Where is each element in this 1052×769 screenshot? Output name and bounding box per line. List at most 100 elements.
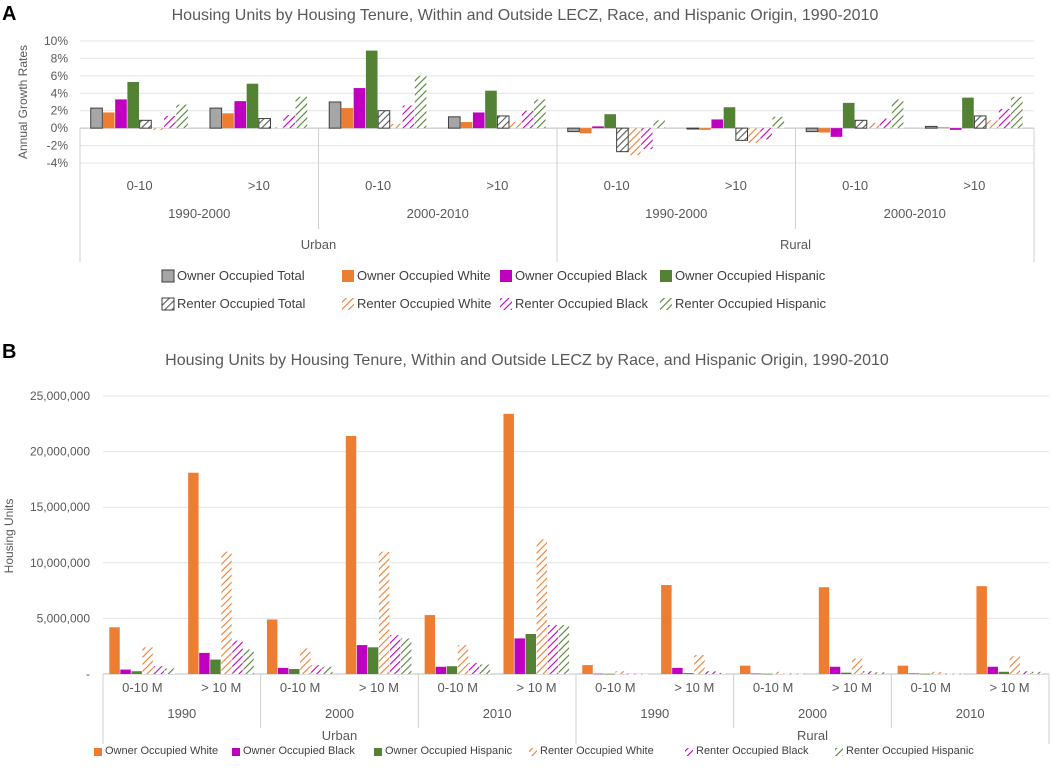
area-label: Rural <box>780 237 811 252</box>
bar-owner-occupied-white-6 <box>818 128 831 133</box>
bar-owner-occupied-white-7 <box>937 127 950 129</box>
bar-owner-occupied-white-6 <box>582 665 593 674</box>
legend-label-renter-occupied-hispanic: Renter Occupied Hispanic <box>846 745 974 757</box>
bar-renter-occupied-white-5 <box>536 539 548 674</box>
x-tick-label: >10 <box>963 178 985 193</box>
bar-owner-occupied-black-9 <box>829 666 841 674</box>
bar-owner-occupied-black-3 <box>472 112 485 129</box>
bar-owner-occupied-black-0 <box>115 99 127 129</box>
bar-renter-occupied-white-8 <box>773 671 784 674</box>
bar-owner-occupied-white-5 <box>699 128 711 130</box>
x-tick-label: 0-10 <box>604 178 630 193</box>
period-label: 1990 <box>640 706 669 721</box>
bar-owner-occupied-white-7 <box>661 585 672 674</box>
legend-label-renter-occupied-black: Renter Occupied Black <box>696 745 809 757</box>
period-label: 2010 <box>483 706 512 721</box>
bar-owner-occupied-black-4 <box>592 126 604 129</box>
bar-owner-occupied-white-1 <box>188 472 199 674</box>
bar-owner-occupied-hispanic-0 <box>131 671 142 674</box>
bar-owner-occupied-white-11 <box>976 586 987 674</box>
bar-renter-occupied-hispanic-6 <box>891 99 904 129</box>
period-label: 2010 <box>956 706 985 721</box>
bar-owner-occupied-white-9 <box>818 587 830 674</box>
x-tick-label: 0-10 M <box>280 680 320 695</box>
bar-owner-occupied-total-1 <box>209 107 223 129</box>
bar-renter-occupied-white-7 <box>986 120 999 129</box>
bar-renter-occupied-white-11 <box>1009 656 1021 674</box>
bar-renter-occupied-black-1 <box>283 115 295 129</box>
bar-owner-occupied-total-4 <box>567 127 580 133</box>
area-label: Rural <box>797 728 828 743</box>
period-label: 1990 <box>167 706 196 721</box>
y-tick-label: 20,000,000 <box>30 445 90 459</box>
legend-swatch-renter-occupied-white <box>529 748 537 756</box>
bar-renter-occupied-white-3 <box>378 551 390 674</box>
bar-owner-occupied-total-2 <box>328 101 342 129</box>
y-tick-label: -2% <box>47 139 69 153</box>
bar-owner-occupied-black-6 <box>593 673 604 675</box>
bar-owner-occupied-white-5 <box>503 413 514 674</box>
bar-owner-occupied-black-7 <box>672 667 683 674</box>
panel-b-title: Housing Units by Housing Tenure, Within … <box>165 352 889 369</box>
bar-owner-occupied-total-7 <box>924 125 938 129</box>
bar-renter-occupied-white-2 <box>390 123 402 129</box>
bar-owner-occupied-white-10 <box>897 665 909 674</box>
legend-label-owner-occupied-black: Owner Occupied Black <box>243 745 355 757</box>
y-tick-label: 10,000,000 <box>30 556 90 570</box>
legend-swatch-renter-occupied-black <box>500 298 512 310</box>
bar-renter-occupied-black-2 <box>402 105 415 129</box>
legend-swatch-owner-occupied-white <box>94 748 102 756</box>
legend-swatch-renter-occupied-black <box>685 748 693 756</box>
bar-renter-occupied-total-3 <box>496 115 510 129</box>
x-tick-label: 0-10 <box>842 178 868 193</box>
bar-renter-occupied-black-5 <box>760 128 772 140</box>
bar-renter-occupied-white-3 <box>509 122 522 129</box>
bar-owner-occupied-total-3 <box>447 116 461 129</box>
panel-a-letter: A <box>2 3 16 25</box>
bar-owner-occupied-hispanic-4 <box>446 666 458 674</box>
bar-renter-occupied-white-7 <box>694 655 705 674</box>
bar-owner-occupied-hispanic-7 <box>962 97 974 129</box>
area-label: Urban <box>301 237 336 252</box>
bar-renter-occupied-hispanic-9 <box>873 672 885 674</box>
bar-owner-occupied-hispanic-5 <box>525 633 536 674</box>
bar-renter-occupied-black-5 <box>547 625 559 674</box>
bar-owner-occupied-hispanic-2 <box>365 50 378 129</box>
bar-renter-occupied-white-6 <box>615 671 626 674</box>
bar-renter-occupied-white-9 <box>851 658 863 674</box>
legend-label-owner-occupied-hispanic: Owner Occupied Hispanic <box>385 745 513 757</box>
bar-owner-occupied-black-3 <box>356 645 368 674</box>
bar-owner-occupied-hispanic-7 <box>683 673 694 674</box>
panel-b-y-axis-label: Housing Units <box>2 499 16 574</box>
bar-owner-occupied-black-4 <box>435 666 447 674</box>
bar-renter-occupied-hispanic-6 <box>637 673 648 675</box>
x-tick-label: 0-10 <box>365 178 391 193</box>
x-tick-label: 0-10 M <box>911 680 951 695</box>
legend-swatch-owner-occupied-hispanic <box>660 270 672 282</box>
legend-swatch-owner-occupied-white <box>342 270 354 282</box>
bar-renter-occupied-hispanic-7 <box>716 672 727 674</box>
bar-renter-occupied-total-0 <box>139 119 152 129</box>
x-tick-label: > 10 M <box>674 680 714 695</box>
legend-swatch-renter-occupied-white <box>342 298 354 310</box>
x-tick-label: > 10 M <box>201 680 241 695</box>
bar-renter-occupied-total-2 <box>377 110 391 129</box>
bar-renter-occupied-hispanic-10 <box>952 673 964 675</box>
x-tick-label: > 10 M <box>990 680 1030 695</box>
bar-renter-occupied-hispanic-8 <box>795 673 806 675</box>
panel-a-plot: 10% 8% 6% 4% 2% 0% -2% -4% 0-10 >10 0-10 >10 0-10 >10… <box>44 34 1035 311</box>
legend-label-owner-occupied-white: Owner Occupied White <box>357 268 491 283</box>
bar-renter-occupied-black-7 <box>705 671 716 674</box>
bar-owner-occupied-hispanic-0 <box>127 81 140 129</box>
bar-renter-occupied-black-0 <box>153 666 164 674</box>
bar-owner-occupied-hispanic-5 <box>723 107 736 129</box>
panel-b-letter: B <box>2 341 16 363</box>
bar-owner-occupied-hispanic-6 <box>604 673 615 675</box>
panel-a-y-axis-label: Annual Growth Rates <box>16 45 30 159</box>
legend-swatch-owner-occupied-total <box>161 269 175 283</box>
x-tick-label: > 10 M <box>359 680 399 695</box>
bar-renter-occupied-black-6 <box>879 118 892 129</box>
bar-renter-occupied-black-4 <box>468 662 480 674</box>
bar-owner-occupied-total-6 <box>805 127 819 133</box>
